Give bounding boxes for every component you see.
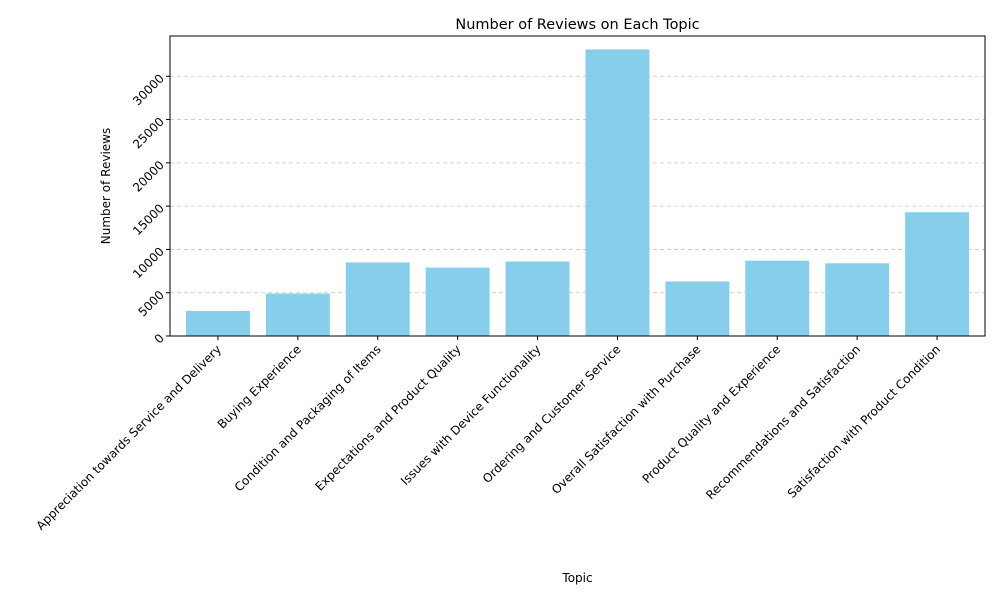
y-axis-ticks: 0 5000 10000 15000 20000 25000 30000 [130, 71, 170, 346]
plot-frame [169, 35, 986, 337]
x-tick-label: Appreciation towards Service and Deliver… [33, 342, 224, 533]
y-tick-label: 15000 [130, 201, 167, 238]
bar [825, 263, 890, 336]
x-tick-label: Issues with Device Functionality [398, 342, 544, 488]
x-tick-label: Ordering and Customer Service [480, 342, 624, 486]
bar [505, 261, 570, 336]
x-tick-label: Expectations and Product Quality [312, 342, 463, 493]
y-tick-label: 20000 [130, 158, 167, 195]
x-tick-label: Overall Satisfaction with Purchase [549, 342, 704, 497]
bar [665, 281, 730, 336]
bar [265, 293, 330, 336]
y-tick-label: 0 [152, 331, 167, 346]
y-tick-label: 25000 [130, 115, 167, 152]
x-tick-label: Satisfaction with Product Condition [785, 342, 944, 501]
bar [745, 260, 810, 336]
gridlines [170, 75, 985, 294]
x-tick-label: Product Quality and Experience [640, 342, 784, 486]
bar [425, 267, 490, 336]
axes [169, 35, 986, 337]
y-tick-label: 5000 [135, 288, 166, 319]
x-axis-ticks: Appreciation towards Service and Deliver… [33, 336, 943, 533]
bar [585, 49, 650, 336]
x-tick-label: Buying Experience [215, 342, 304, 431]
x-tick-label: Recommendations and Satisfaction [703, 342, 863, 502]
bars [185, 49, 970, 336]
x-tick-label: Condition and Packaging of Items [232, 342, 384, 494]
bar [905, 212, 970, 336]
chart-title: Number of Reviews on Each Topic [455, 17, 699, 33]
y-tick-label: 10000 [130, 244, 167, 281]
y-tick-label: 30000 [130, 71, 167, 108]
bar [185, 310, 250, 336]
x-axis-label: Topic [561, 571, 592, 585]
bar [345, 262, 410, 336]
y-axis-label: Number of Reviews [99, 128, 113, 244]
